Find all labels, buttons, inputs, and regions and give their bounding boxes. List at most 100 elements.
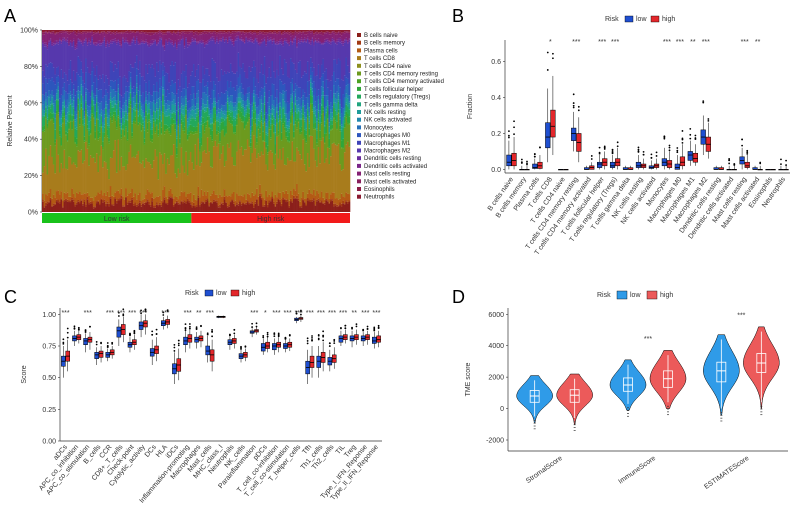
bar-segment — [89, 114, 92, 118]
bar-segment — [98, 135, 101, 138]
bar-segment — [346, 201, 349, 204]
bar-segment — [313, 42, 315, 46]
bar-segment — [322, 107, 325, 111]
bar-segment — [52, 164, 55, 195]
bar-segment — [134, 32, 137, 34]
bar-segment — [334, 93, 337, 99]
bar-segment — [309, 82, 312, 88]
bar-segment — [217, 197, 220, 206]
bar-segment — [229, 34, 232, 37]
bar-segment — [140, 124, 143, 131]
bar-segment — [123, 43, 126, 76]
bar-segment — [240, 83, 243, 93]
bar-segment — [303, 34, 306, 38]
bar-segment — [128, 42, 131, 44]
bar-segment — [68, 45, 71, 47]
box-low — [648, 165, 654, 169]
bar-segment — [248, 202, 251, 205]
bar-segment — [63, 199, 66, 202]
bar-segment — [82, 119, 84, 125]
bar-segment — [186, 101, 189, 111]
bar-segment — [316, 30, 318, 32]
bar-segment — [160, 31, 163, 34]
bar-segment — [308, 167, 311, 190]
bar-segment — [163, 45, 166, 49]
bar-segment — [131, 121, 134, 124]
bar-segment — [222, 118, 225, 122]
bar-segment — [89, 120, 92, 130]
bar-segment — [132, 123, 135, 157]
legend-swatch — [357, 56, 361, 61]
bar-segment — [217, 112, 220, 120]
bar-segment — [205, 107, 208, 111]
bar-segment — [186, 31, 189, 35]
bar-segment — [279, 31, 281, 33]
bar-segment — [172, 144, 175, 199]
bar-segment — [296, 100, 298, 106]
outlier-point — [122, 308, 125, 311]
bar-segment — [296, 112, 298, 114]
bar-segment — [143, 32, 146, 34]
bar-segment — [194, 39, 197, 42]
bar-segment — [291, 62, 294, 79]
bar-segment — [51, 198, 54, 206]
bar-segment — [252, 40, 255, 42]
bar-segment — [289, 109, 292, 112]
bar-segment — [134, 105, 137, 111]
bar-segment — [334, 32, 337, 35]
bar-segment — [259, 127, 261, 134]
bar-segment — [299, 207, 302, 212]
bar-segment — [146, 161, 149, 190]
bar-segment — [72, 193, 75, 200]
bar-segment — [288, 121, 291, 127]
bar-segment — [299, 128, 302, 133]
bar-segment — [296, 195, 298, 199]
bar-segment — [279, 199, 281, 202]
bar-segment — [248, 86, 251, 93]
bar-segment — [45, 112, 47, 117]
bar-segment — [169, 39, 172, 43]
bar-segment — [348, 95, 351, 102]
bar-segment — [254, 33, 257, 38]
bar-segment — [72, 201, 75, 212]
bar-segment — [256, 38, 258, 41]
bar-segment — [273, 30, 275, 32]
bar-segment — [305, 143, 308, 172]
bar-segment — [209, 37, 212, 39]
bar-segment — [308, 189, 311, 200]
bar-segment — [139, 43, 141, 45]
bar-segment — [63, 40, 66, 73]
bar-segment — [162, 44, 164, 46]
bar-segment — [262, 123, 265, 126]
bar-segment — [236, 202, 238, 205]
legend-swatch — [357, 125, 361, 130]
bar-segment — [242, 122, 245, 156]
bar-segment — [203, 74, 206, 87]
bar-segment — [326, 32, 329, 39]
bar-segment — [223, 120, 226, 127]
bar-segment — [42, 43, 44, 71]
bar-segment — [223, 135, 226, 137]
bar-segment — [45, 106, 47, 108]
bar-segment — [135, 75, 138, 84]
bar-segment — [323, 162, 326, 200]
bar-segment — [243, 71, 246, 96]
bar-segment — [175, 157, 178, 178]
bar-segment — [276, 69, 278, 90]
outlier-point — [611, 148, 614, 151]
bar-segment — [348, 41, 351, 73]
bar-segment — [246, 42, 249, 79]
bar-segment — [219, 124, 221, 133]
bar-segment — [208, 202, 211, 206]
bar-segment — [260, 87, 263, 96]
bar-segment — [329, 194, 332, 200]
bar-segment — [51, 117, 54, 120]
bar-segment — [239, 149, 241, 197]
bar-segment — [155, 44, 158, 46]
bar-segment — [115, 30, 118, 32]
bar-segment — [49, 94, 52, 102]
outlier-point — [206, 332, 209, 335]
bar-segment — [313, 127, 315, 130]
bar-segment — [106, 123, 109, 126]
bar-segment — [114, 43, 117, 65]
